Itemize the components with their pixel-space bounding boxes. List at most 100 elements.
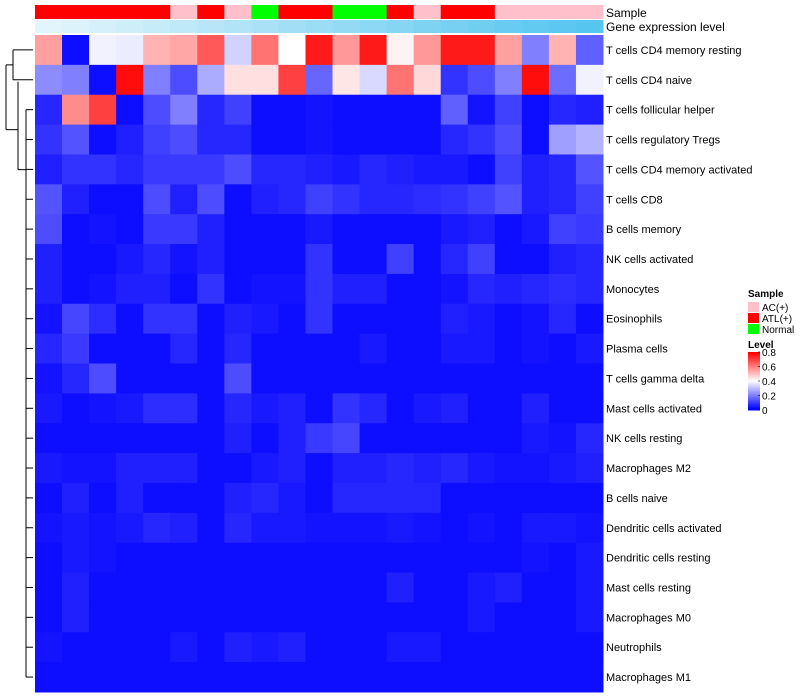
heatmap-cell	[467, 542, 496, 574]
heatmap-cell	[467, 333, 496, 364]
heatmap-cell	[197, 35, 225, 66]
heatmap-cell	[440, 512, 469, 544]
level-colorbar-segment	[748, 395, 760, 398]
row-label: Eosinophils	[606, 314, 663, 326]
level-colorbar-segment	[748, 394, 760, 396]
row-label: Macrophages M1	[606, 672, 691, 684]
heatmap-cell	[305, 423, 334, 454]
heatmap-cell	[359, 244, 388, 275]
heatmap-cell	[359, 482, 388, 514]
heatmap-cell	[521, 94, 550, 126]
heatmap-cell	[62, 363, 90, 394]
heatmap-cell	[494, 363, 523, 394]
heatmap-cell	[332, 393, 361, 424]
heatmap-cell	[386, 512, 415, 544]
heatmap-cell	[575, 184, 604, 215]
heatmap-cell	[494, 35, 523, 66]
heatmap-cell	[305, 482, 334, 514]
heatmap-cell	[440, 184, 469, 215]
heatmap-cell	[197, 542, 225, 574]
heatmap-cell	[494, 333, 523, 364]
heatmap-cell	[197, 602, 225, 633]
heatmap-cell	[413, 333, 442, 364]
expression-annotation-cell	[332, 20, 361, 33]
row-label: Macrophages M0	[606, 612, 691, 624]
heatmap-cell	[224, 482, 252, 514]
heatmap-cell	[143, 423, 171, 454]
heatmap-cell	[440, 662, 469, 693]
heatmap-cell	[224, 64, 252, 96]
heatmap-cell	[575, 542, 604, 574]
heatmap-cell	[359, 572, 388, 603]
heatmap-cell	[35, 273, 63, 305]
heatmap-cell	[359, 184, 388, 215]
heatmap-cell	[251, 35, 279, 66]
heatmap-cell	[251, 602, 279, 633]
heatmap-cell	[386, 602, 415, 633]
heatmap-cell	[116, 273, 144, 305]
heatmap-cell	[62, 214, 90, 245]
sample-annotation-cell	[386, 5, 415, 19]
heatmap-cell	[521, 482, 550, 514]
heatmap-cell	[170, 662, 198, 693]
heatmap-cell	[467, 363, 496, 394]
level-colorbar-segment	[748, 379, 760, 382]
heatmap-cell	[251, 363, 279, 394]
heatmap-cell	[548, 94, 577, 126]
sample-legend-swatch	[748, 313, 759, 323]
heatmap-cell	[278, 632, 306, 663]
heatmap-cell	[305, 303, 334, 335]
heatmap-cell	[386, 393, 415, 424]
heatmap-cell	[413, 273, 442, 305]
heatmap-cell	[575, 273, 604, 305]
heatmap-cell	[548, 64, 577, 96]
heatmap-cell	[494, 512, 523, 544]
heatmap-cell	[35, 154, 63, 185]
row-label: NK cells activated	[606, 254, 693, 266]
heatmap-cell	[494, 214, 523, 245]
heatmap-cell	[89, 393, 117, 424]
heatmap-cell	[494, 453, 523, 484]
heatmap-cell	[305, 512, 334, 544]
heatmap-cell	[116, 94, 144, 126]
heatmap-cell	[89, 124, 117, 155]
heatmap-cell	[278, 542, 306, 574]
heatmap-cell	[89, 453, 117, 484]
heatmap-cell	[62, 512, 90, 544]
heatmap-cell	[494, 602, 523, 633]
heatmap-cell	[548, 662, 577, 693]
heatmap-cell	[251, 572, 279, 603]
expression-annotation-cell	[89, 20, 117, 33]
heatmap-cell	[89, 512, 117, 544]
expression-annotation-cell	[386, 20, 415, 33]
heatmap-cell	[143, 184, 171, 215]
heatmap-cell	[386, 363, 415, 394]
heatmap-cell	[197, 303, 225, 335]
heatmap-cell	[359, 94, 388, 126]
heatmap-cell	[170, 214, 198, 245]
heatmap-cell	[35, 512, 63, 544]
heatmap-cell	[224, 542, 252, 574]
heatmap-cell	[548, 363, 577, 394]
heatmap-cell	[521, 303, 550, 335]
heatmap-cell	[143, 602, 171, 633]
level-colorbar-segment	[748, 396, 760, 399]
row-label: B cells naive	[606, 493, 668, 505]
heatmap-cell	[467, 35, 496, 66]
heatmap-cell	[386, 184, 415, 215]
heatmap-cell	[359, 303, 388, 335]
heatmap-cell	[494, 482, 523, 514]
heatmap-cell	[170, 273, 198, 305]
heatmap-cell	[224, 572, 252, 603]
heatmap-cell	[575, 35, 604, 66]
level-colorbar-segment	[748, 386, 760, 389]
level-colorbar-segment	[748, 362, 760, 365]
heatmap-cell	[305, 602, 334, 633]
heatmap-cell	[332, 482, 361, 514]
level-colorbar-segment	[748, 402, 760, 405]
heatmap-cell	[143, 482, 171, 514]
sample-annotation-cell	[89, 5, 117, 19]
heatmap-cell	[224, 214, 252, 245]
heatmap-cell	[251, 632, 279, 663]
heatmap-cell	[170, 602, 198, 633]
